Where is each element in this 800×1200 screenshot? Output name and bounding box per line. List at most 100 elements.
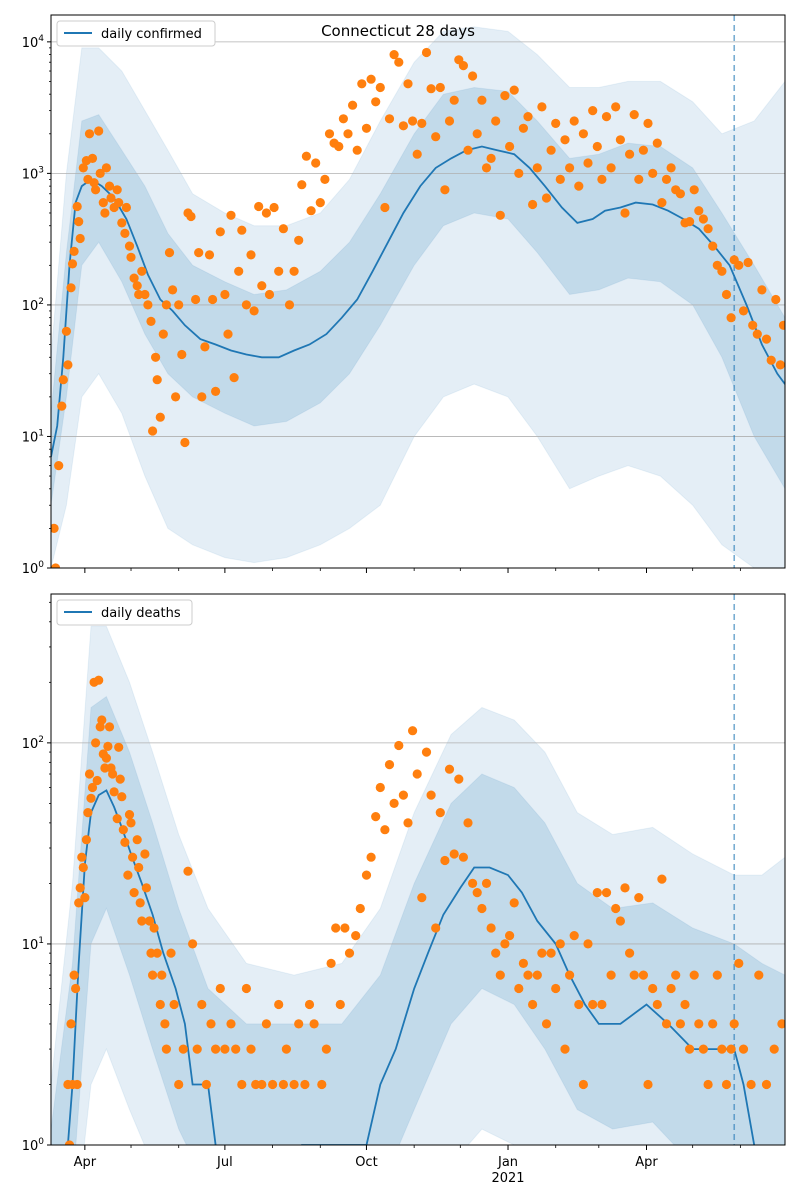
confirmed-data-point: [421, 47, 432, 58]
confirmed-data-point: [574, 181, 584, 191]
confirmed-data-point: [67, 259, 78, 269]
confirmed-data-point: [194, 248, 204, 258]
deaths-data-point: [117, 792, 127, 802]
confirmed-data-point: [380, 202, 390, 213]
confirmed-data-point: [132, 281, 142, 291]
confirmed-data-point: [528, 199, 538, 210]
confirmed-trend-line: [51, 145, 785, 457]
confirmed-legend-label: daily confirmed: [101, 27, 202, 42]
deaths-trend-line: [66, 789, 756, 1145]
confirmed-data-point: [648, 168, 658, 178]
deaths-data-point: [220, 1044, 230, 1054]
confirmed-data-point: [261, 208, 271, 218]
confirmed-data-point: [338, 114, 348, 124]
confirmed-data-point: [152, 375, 162, 385]
confirmed-data-point: [734, 260, 744, 270]
confirmed-data-point: [666, 163, 676, 173]
confirmed-data-point: [51, 563, 61, 568]
confirmed-data-point: [541, 193, 552, 203]
confirmed-data-point: [101, 163, 111, 173]
confirmed-data-point: [597, 174, 607, 184]
deaths-data-point: [83, 808, 93, 818]
deaths-data-point: [389, 798, 399, 809]
deaths-data-point: [431, 923, 441, 933]
deaths-data-point: [95, 722, 105, 732]
confirmed-data-point: [58, 375, 68, 385]
deaths-data-point: [300, 1079, 310, 1090]
deaths-data-point: [123, 870, 133, 880]
confirmed-data-point: [615, 135, 626, 145]
confirmed-data-point: [78, 163, 88, 173]
deaths-ticks: 100 101 102 Apr Jul Oct Jan Apr 2021: [22, 601, 741, 1186]
deaths-data-point: [440, 855, 450, 866]
confirmed-data-point: [72, 201, 82, 212]
confirmed-data-point: [738, 306, 749, 316]
deaths-data-point: [468, 878, 478, 889]
confirmed-data-point: [257, 281, 267, 291]
confirmed-data-point: [301, 151, 311, 161]
deaths-data-point: [211, 1044, 221, 1054]
confirmed-data-point: [220, 289, 230, 300]
deaths-data-point: [481, 878, 492, 889]
deaths-data-point: [140, 849, 150, 859]
confirmed-data-point: [234, 266, 244, 276]
confirmed-data-point: [186, 211, 196, 222]
confirmed-y-tick-label: 101: [22, 428, 44, 445]
confirmed-data-point: [143, 300, 153, 310]
deaths-data-point: [126, 818, 136, 828]
deaths-legend-label: daily deaths: [101, 606, 181, 621]
x-tick-label: Oct: [355, 1155, 377, 1170]
deaths-data-point: [754, 970, 764, 980]
confirmed-data-point: [703, 224, 713, 234]
confirmed-data-point: [320, 174, 330, 184]
deaths-data-point: [103, 741, 113, 752]
deaths-data-point: [569, 931, 579, 941]
deaths-data-point: [537, 948, 547, 958]
confirmed-data-point: [481, 163, 492, 173]
deaths-data-point: [169, 999, 179, 1010]
deaths-data-point: [72, 1079, 82, 1090]
deaths-data-point: [66, 1019, 76, 1029]
confirmed-data-point: [140, 289, 150, 300]
deaths-data-point: [331, 923, 341, 933]
deaths-data-point: [426, 790, 436, 800]
confirmed-data-point: [403, 79, 413, 89]
confirmed-data-point: [289, 266, 299, 276]
confirmed-data-point: [771, 294, 781, 305]
deaths-bands: [51, 625, 785, 1145]
deaths-data-point: [206, 1019, 216, 1029]
confirmed-data-point: [611, 102, 621, 112]
confirmed-data-point: [634, 174, 644, 184]
confirmed-data-point: [306, 206, 316, 216]
confirmed-y-tick-label: 104: [22, 34, 45, 51]
confirmed-data-point: [394, 57, 404, 67]
deaths-data-point: [237, 1079, 247, 1090]
deaths-data-point: [261, 1019, 271, 1029]
confirmed-data-point: [241, 300, 251, 310]
confirmed-data-point: [449, 95, 459, 105]
deaths-data-point: [109, 787, 119, 797]
confirmed-data-point: [215, 227, 225, 237]
deaths-data-point: [509, 898, 519, 908]
deaths-data-point: [421, 747, 432, 757]
confirmed-data-point: [66, 283, 76, 293]
deaths-data-point: [551, 983, 561, 994]
confirmed-data-point: [477, 95, 487, 105]
deaths-data-point: [761, 1079, 772, 1090]
confirmed-data-point: [278, 224, 288, 234]
deaths-data-point: [384, 760, 395, 770]
deaths-y-tick-label: 100: [22, 1137, 45, 1154]
deaths-band-outer: [51, 625, 785, 1145]
deaths-data-point: [274, 999, 284, 1010]
deaths-data-point: [134, 862, 144, 873]
deaths-data-point: [565, 970, 575, 980]
confirmed-data-point: [689, 185, 699, 195]
confirmed-data-point: [389, 50, 399, 60]
confirmed-data-point: [155, 412, 165, 422]
x-tick-label: Apr: [635, 1155, 658, 1170]
confirmed-data-point: [120, 228, 130, 238]
deaths-data-point: [129, 888, 139, 898]
deaths-data-point: [634, 893, 644, 903]
deaths-data-point: [137, 916, 147, 926]
